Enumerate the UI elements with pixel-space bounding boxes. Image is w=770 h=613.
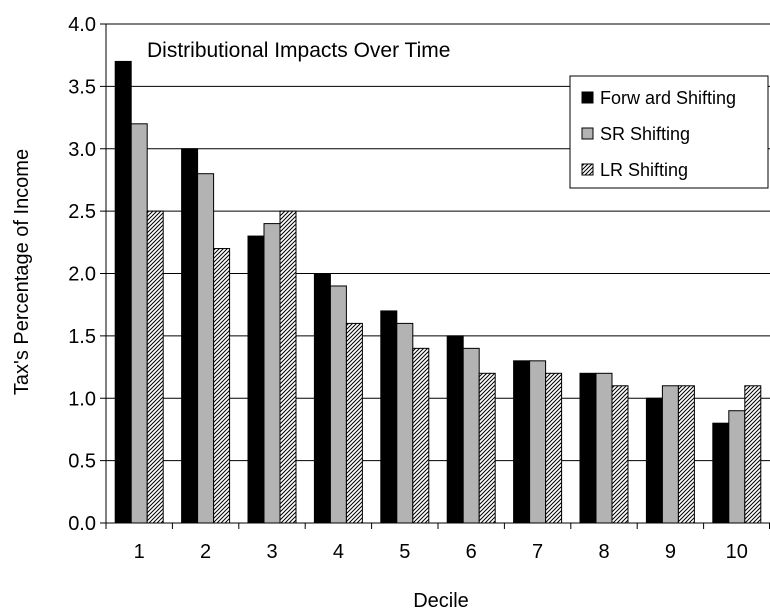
x-tick-label: 9 (665, 541, 676, 563)
bar-lr-shifting (345, 322, 363, 524)
bar-forward-shifting (446, 335, 464, 524)
x-tick-label: 3 (266, 541, 277, 563)
bar-lr-shifting (213, 248, 231, 524)
bar-forward-shifting (579, 372, 597, 524)
legend-box (569, 75, 769, 189)
y-tick-label: 2.0 (68, 264, 96, 286)
bar-forward-shifting (645, 397, 663, 524)
x-axis-label: Decile (413, 590, 469, 612)
bar-sr-shifting (595, 372, 613, 524)
y-tick-labels: 0.0 0.5 1.0 1.5 2.0 2.5 3.0 3.5 4.0 (68, 14, 96, 535)
x-tick-label: 5 (399, 541, 410, 563)
bar-sr-shifting (197, 173, 215, 524)
bar-forward-shifting (712, 422, 730, 524)
bar-sr-shifting (263, 223, 281, 524)
legend-swatch-sr (581, 127, 594, 140)
bar-sr-shifting (329, 285, 347, 524)
x-tick-label: 2 (200, 541, 211, 563)
bar-sr-shifting (462, 347, 480, 524)
legend-label-sr: SR Shifting (600, 124, 690, 144)
x-tick-label: 1 (134, 541, 145, 563)
x-tick-labels: 1 2 3 4 5 6 7 8 9 10 (134, 541, 748, 563)
x-tick-label: 6 (466, 541, 477, 563)
bar-forward-shifting (247, 235, 265, 524)
x-tick-label: 10 (726, 541, 748, 563)
bar-forward-shifting (313, 273, 331, 524)
bar-sr-shifting (661, 385, 679, 524)
bar-lr-shifting (677, 385, 695, 524)
x-tick-label: 8 (598, 541, 609, 563)
bar-lr-shifting (146, 210, 164, 524)
x-tick-label: 7 (532, 541, 543, 563)
bar-forward-shifting (181, 148, 199, 524)
bar-lr-shifting (744, 385, 762, 524)
x-tick-label: 4 (333, 541, 344, 563)
chart-title: Distributional Impacts Over Time (147, 39, 450, 62)
bar-lr-shifting (611, 385, 629, 524)
bar-sr-shifting (728, 410, 746, 524)
y-tick-label: 2.5 (68, 201, 96, 223)
y-tick-label: 1.0 (68, 388, 96, 410)
y-tick-label: 4.0 (68, 14, 96, 36)
legend-label-forward: Forw ard Shifting (600, 88, 736, 108)
legend-swatch-forward (581, 91, 594, 104)
bar-lr-shifting (478, 372, 496, 524)
y-axis-label: Tax's Percentage of Income (11, 149, 33, 395)
bar-lr-shifting (279, 210, 297, 524)
y-tick-label: 0.5 (68, 451, 96, 473)
bar-sr-shifting (529, 360, 547, 524)
legend-label-lr: LR Shifting (600, 160, 688, 180)
bar-lr-shifting (545, 372, 563, 524)
legend: Forw ard Shifting SR Shifting LR Shiftin… (569, 75, 769, 189)
y-tick-label: 3.0 (68, 139, 96, 161)
y-tick-label: 1.5 (68, 326, 96, 348)
bar-sr-shifting (130, 123, 148, 524)
bar-forward-shifting (380, 310, 398, 524)
bar-sr-shifting (396, 322, 414, 524)
y-tick-label: 3.5 (68, 76, 96, 98)
bar-forward-shifting (513, 360, 531, 524)
bar-forward-shifting (114, 60, 132, 524)
y-tick-label: 0.0 (68, 513, 96, 535)
legend-swatch-lr (581, 163, 594, 176)
bar-lr-shifting (412, 347, 430, 524)
